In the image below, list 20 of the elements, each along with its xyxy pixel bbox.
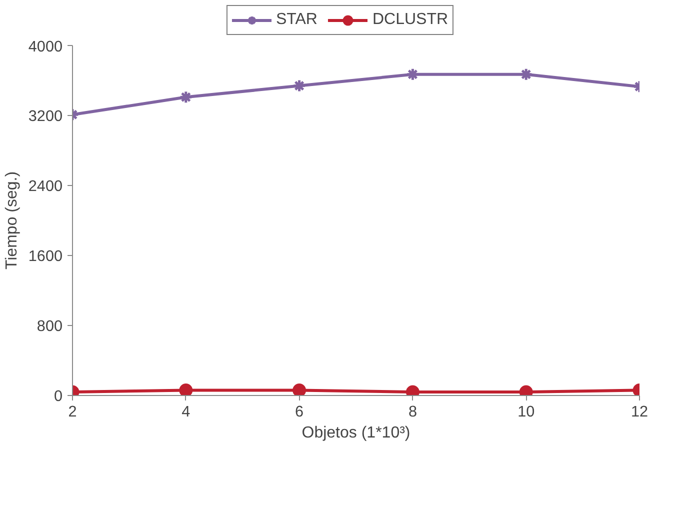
point	[292, 384, 306, 396]
y-tick-label: 0	[54, 388, 63, 405]
x-tick-label: 8	[408, 404, 417, 420]
x-tick-label: 4	[182, 404, 191, 420]
point	[292, 79, 306, 92]
x-tick-label: 2	[68, 404, 77, 420]
x-tick-label: 10	[518, 404, 535, 420]
y-tick-label: 1600	[28, 248, 63, 265]
y-tick-label: 4000	[28, 38, 63, 56]
legend-label: STAR	[276, 11, 318, 29]
x-tick-label: 6	[295, 404, 304, 420]
x-tick-label: 12	[630, 404, 648, 420]
point	[406, 385, 420, 396]
point	[406, 68, 420, 82]
y-axis-title: Tiempo (seg.)	[3, 171, 20, 270]
y-tick-label: 3200	[28, 108, 63, 125]
x-axis-title: Objetos (1*10³)	[302, 424, 410, 442]
y-tick-label: 800	[36, 318, 63, 335]
legend-label: DCLUSTR	[372, 11, 448, 29]
y-tick-label: 2400	[28, 178, 63, 195]
